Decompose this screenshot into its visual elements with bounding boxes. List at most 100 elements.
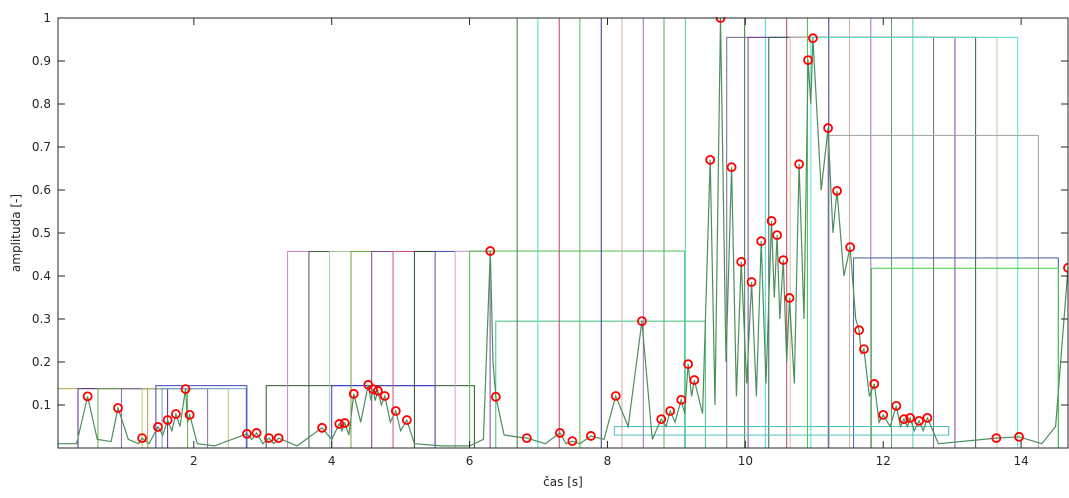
peak-marker xyxy=(82,391,93,402)
window xyxy=(810,36,1019,449)
peak-marker xyxy=(676,394,687,405)
window xyxy=(495,320,706,449)
x-tick-label: 10 xyxy=(738,454,753,468)
peak-marker xyxy=(922,412,933,423)
y-tick-label: 0.9 xyxy=(32,54,51,68)
peak-marker xyxy=(778,255,789,265)
window xyxy=(58,388,149,449)
window xyxy=(789,36,998,449)
peak-marker xyxy=(665,406,676,416)
peak-marker xyxy=(746,277,757,287)
peak-marker xyxy=(334,419,345,429)
x-tick-label: 6 xyxy=(466,454,474,468)
x-tick-label: 8 xyxy=(604,454,612,468)
peak-marker xyxy=(339,418,350,428)
window xyxy=(392,250,491,449)
window xyxy=(413,250,491,449)
x-axis-label: čas [s] xyxy=(543,475,583,489)
peak-marker xyxy=(317,422,327,433)
window xyxy=(308,250,491,449)
peak-marker xyxy=(784,293,795,303)
peak-marker xyxy=(683,359,694,370)
y-tick-label: 0.5 xyxy=(32,226,51,240)
peak-marker xyxy=(899,414,909,425)
y-tick-label: 0.6 xyxy=(32,183,51,197)
peak-marker xyxy=(794,159,805,170)
peak-marker xyxy=(401,415,412,425)
peak-marker xyxy=(823,123,833,133)
y-tick-label: 0.8 xyxy=(32,97,51,111)
window xyxy=(434,250,491,449)
peak-marker xyxy=(170,409,181,419)
peak-marker xyxy=(689,375,700,385)
window xyxy=(141,388,229,449)
y-tick-label: 0.1 xyxy=(32,398,51,412)
peak-marker xyxy=(637,316,647,327)
peak-marker xyxy=(808,33,818,44)
peak-marker xyxy=(610,391,621,401)
peak-marker xyxy=(273,433,284,444)
x-tick-label: 12 xyxy=(876,454,891,468)
peak-marker xyxy=(137,433,148,444)
window xyxy=(613,426,950,436)
x-tick-label: 4 xyxy=(328,454,336,468)
peak-marker xyxy=(1063,262,1068,273)
peak-marker xyxy=(891,400,902,411)
window xyxy=(516,17,746,449)
peak-marker xyxy=(586,431,596,441)
plot-area xyxy=(58,17,1068,449)
y-tick-label: 0.7 xyxy=(32,140,51,154)
peak-marker xyxy=(736,256,747,267)
peak-marker xyxy=(567,436,578,447)
peak-marker xyxy=(656,414,667,425)
peak-marker xyxy=(772,230,782,241)
peak-marker xyxy=(390,406,401,416)
y-tick-label: 0.4 xyxy=(32,269,51,283)
peak-marker xyxy=(756,236,767,247)
x-tick-label: 14 xyxy=(1013,454,1028,468)
peak-marker xyxy=(845,242,856,253)
peak-marker xyxy=(113,403,123,413)
peak-marker xyxy=(348,388,359,399)
axes-frame xyxy=(57,17,1069,449)
peak-marker xyxy=(726,162,737,173)
peak-marker xyxy=(1014,431,1024,442)
peak-marker xyxy=(490,391,501,402)
peak-marker xyxy=(859,344,869,355)
y-tick-label: 1 xyxy=(43,11,51,25)
window xyxy=(663,17,893,449)
peak-marker xyxy=(914,416,924,426)
peak-marker xyxy=(379,391,390,401)
peak-marker xyxy=(869,379,880,389)
peak-marker xyxy=(184,409,195,420)
peak-marker xyxy=(554,428,565,438)
peak-marker xyxy=(368,384,378,394)
y-tick-label: 0.3 xyxy=(32,312,51,326)
peak-marker xyxy=(251,428,262,438)
peak-marker xyxy=(521,433,532,444)
window xyxy=(537,17,766,449)
peak-marker xyxy=(705,154,716,165)
peak-marker xyxy=(905,412,916,423)
peak-marker xyxy=(803,55,813,66)
peak-marker xyxy=(372,385,383,396)
peak-marker xyxy=(991,433,1002,444)
peak-marker xyxy=(878,409,889,420)
window xyxy=(558,17,788,449)
peak-marker xyxy=(832,185,842,196)
peak-marker xyxy=(180,384,191,394)
signal-line xyxy=(58,17,1068,447)
window xyxy=(331,385,436,449)
peak-marker xyxy=(153,422,163,432)
peak-marker xyxy=(485,246,496,256)
peak-marker xyxy=(162,415,173,425)
y-axis-label: amplituda [-] xyxy=(9,194,23,272)
window xyxy=(469,250,686,449)
window xyxy=(454,250,491,449)
y-tick-label: 0.2 xyxy=(32,355,51,369)
peak-marker xyxy=(766,216,777,226)
peak-marker xyxy=(242,428,252,439)
peak-marker xyxy=(854,325,865,336)
x-tick-label: 2 xyxy=(190,454,198,468)
